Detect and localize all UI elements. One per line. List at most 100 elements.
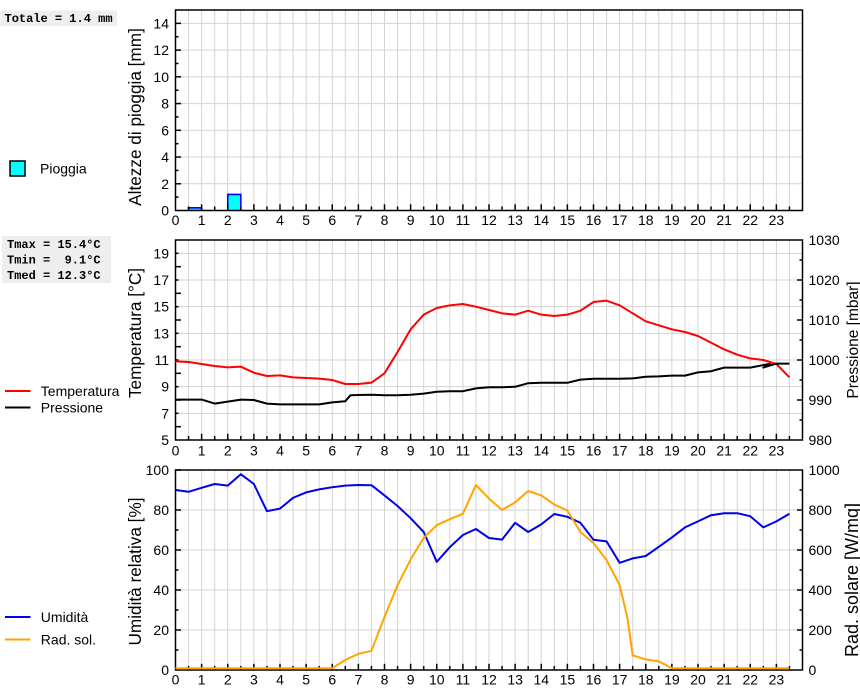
svg-text:18: 18 [638,442,654,458]
svg-text:14: 14 [533,212,549,228]
svg-text:800: 800 [809,502,833,518]
svg-text:0: 0 [172,672,180,688]
svg-text:4: 4 [276,672,284,688]
svg-text:10: 10 [429,442,445,458]
svg-text:100: 100 [146,462,170,478]
svg-text:20: 20 [690,442,706,458]
svg-text:23: 23 [769,442,785,458]
svg-text:22: 22 [742,442,758,458]
svg-text:9: 9 [407,212,415,228]
svg-text:5: 5 [302,212,310,228]
svg-text:600: 600 [809,542,833,558]
svg-text:0: 0 [161,203,169,219]
svg-text:11: 11 [154,352,169,368]
svg-text:23: 23 [769,672,785,688]
svg-text:19: 19 [664,212,680,228]
svg-text:1030: 1030 [809,232,840,248]
svg-text:60: 60 [153,542,169,558]
svg-text:6: 6 [161,122,169,138]
svg-text:4: 4 [161,149,169,165]
svg-text:3: 3 [250,212,258,228]
svg-text:18: 18 [638,672,654,688]
svg-text:15: 15 [153,299,169,315]
svg-text:0: 0 [172,212,180,228]
svg-text:980: 980 [809,432,833,448]
svg-text:1000: 1000 [809,462,840,478]
svg-text:21: 21 [716,212,732,228]
svg-text:2: 2 [224,212,232,228]
svg-text:Temperatura [°C]: Temperatura [°C] [125,268,145,398]
svg-text:7: 7 [354,442,362,458]
svg-text:10: 10 [429,672,445,688]
svg-text:Rad. sol.: Rad. sol. [41,632,96,648]
svg-text:7: 7 [161,405,169,421]
svg-text:13: 13 [153,325,169,341]
svg-text:17: 17 [612,672,628,688]
svg-text:2: 2 [224,442,232,458]
svg-text:10: 10 [153,69,169,85]
svg-text:11: 11 [456,442,471,458]
svg-text:11: 11 [456,212,471,228]
svg-text:12: 12 [481,212,497,228]
svg-text:17: 17 [612,442,628,458]
svg-text:14: 14 [533,442,549,458]
svg-text:Pioggia: Pioggia [40,161,87,177]
svg-text:11: 11 [456,672,471,688]
svg-text:8: 8 [381,442,389,458]
svg-text:9: 9 [161,379,169,395]
svg-text:16: 16 [586,672,602,688]
svg-text:5: 5 [302,672,310,688]
svg-text:12: 12 [481,672,497,688]
svg-text:200: 200 [809,622,833,638]
svg-text:Totale = 1.4 mm: Totale = 1.4 mm [5,12,113,26]
svg-text:13: 13 [507,442,523,458]
svg-text:3: 3 [250,672,258,688]
svg-text:21: 21 [716,442,732,458]
svg-text:400: 400 [809,582,833,598]
svg-text:18: 18 [638,212,654,228]
svg-text:990: 990 [809,392,833,408]
svg-text:Tmax = 15.4°C: Tmax = 15.4°C [7,238,101,252]
svg-text:12: 12 [153,42,169,58]
svg-text:8: 8 [161,96,169,112]
svg-text:6: 6 [328,212,336,228]
svg-text:15: 15 [560,672,576,688]
svg-text:0: 0 [172,442,180,458]
svg-text:Umidità: Umidità [41,609,89,625]
svg-text:17: 17 [612,212,628,228]
svg-text:Pressione: Pressione [41,400,103,416]
svg-text:22: 22 [742,212,758,228]
svg-text:23: 23 [769,212,785,228]
svg-text:17: 17 [153,272,169,288]
svg-text:Temperatura: Temperatura [41,383,120,399]
svg-text:9: 9 [407,672,415,688]
svg-text:1: 1 [198,442,206,458]
svg-text:Tmin = 9.1°C: Tmin = 9.1°C [7,253,101,267]
svg-text:8: 8 [381,672,389,688]
svg-text:Tmed = 12.3°C: Tmed = 12.3°C [7,269,101,283]
svg-text:0: 0 [161,662,169,678]
svg-text:5: 5 [161,432,169,448]
svg-text:4: 4 [276,212,284,228]
svg-text:7: 7 [354,212,362,228]
svg-text:20: 20 [690,212,706,228]
svg-text:10: 10 [429,212,445,228]
svg-text:9: 9 [407,442,415,458]
svg-text:Umidità relativa [%]: Umidità relativa [%] [125,497,145,645]
svg-text:0: 0 [809,662,817,678]
svg-text:7: 7 [354,672,362,688]
svg-text:2: 2 [224,672,232,688]
svg-text:40: 40 [153,582,169,598]
svg-text:80: 80 [153,502,169,518]
svg-text:5: 5 [302,442,310,458]
svg-text:20: 20 [690,672,706,688]
svg-text:13: 13 [507,672,523,688]
svg-text:19: 19 [664,442,680,458]
svg-text:6: 6 [328,672,336,688]
svg-text:1: 1 [198,212,206,228]
svg-text:13: 13 [507,212,523,228]
svg-text:1: 1 [198,672,206,688]
svg-text:15: 15 [560,212,576,228]
svg-text:6: 6 [328,442,336,458]
svg-text:22: 22 [742,672,758,688]
